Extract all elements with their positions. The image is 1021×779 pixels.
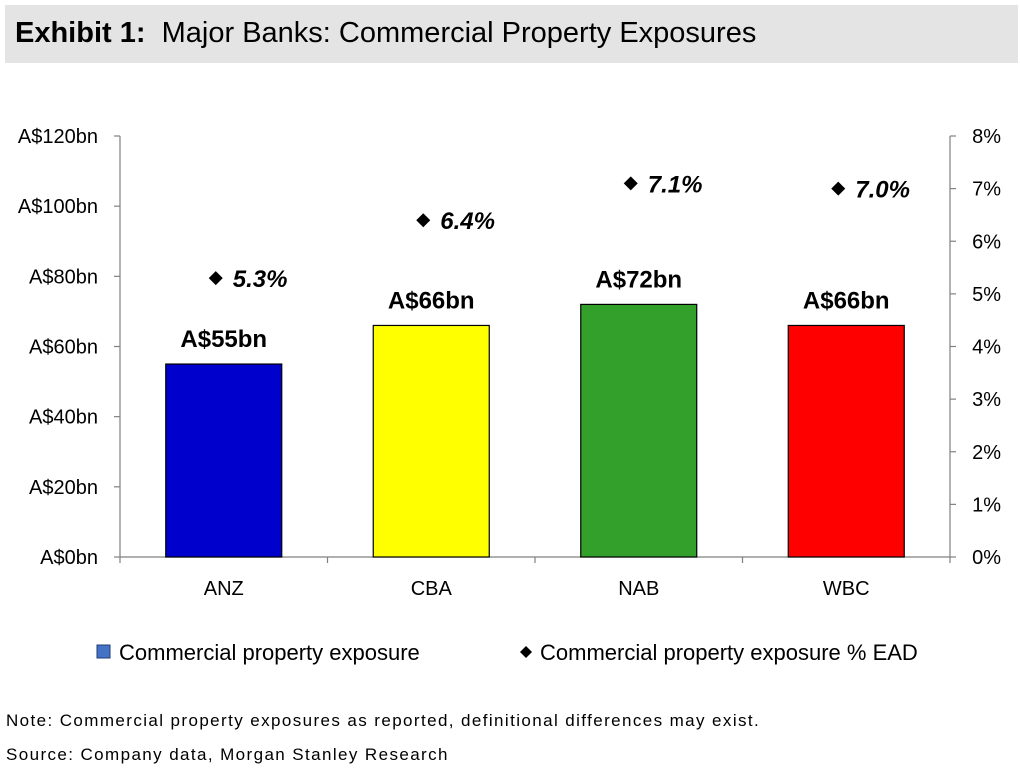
legend-label-pct: Commercial property exposure % EAD: [540, 640, 918, 665]
pct-marker-cba: [416, 213, 431, 228]
x-tick-label: NAB: [618, 578, 659, 600]
pct-marker-nab: [623, 176, 638, 191]
y-right-tick-label: 8%: [972, 126, 1001, 148]
y-left-tick-label: A$60bn: [29, 337, 98, 359]
pct-label-anz: 5.3%: [233, 266, 288, 293]
bar-wbc: [787, 324, 905, 558]
y-right-tick-label: 2%: [972, 442, 1001, 464]
legend-swatch-diamond: [520, 646, 532, 658]
y-left-tick-label: A$20bn: [29, 477, 98, 499]
y-left-tick-label: A$100bn: [18, 196, 98, 218]
y-right-tick-label: 0%: [972, 547, 1001, 569]
bar-label-anz: A$55bn: [180, 326, 267, 353]
x-tick-label: WBC: [823, 578, 870, 600]
y-right-tick-label: 7%: [972, 179, 1001, 201]
x-tick-label: CBA: [411, 578, 453, 600]
legend-swatch-bar: [96, 644, 111, 659]
pct-marker-anz: [208, 271, 223, 286]
exhibit-label: Exhibit 1:: [15, 17, 146, 49]
bar-label-cba: A$66bn: [388, 287, 475, 314]
source-note: Source: Company data, Morgan Stanley Res…: [6, 745, 449, 764]
bar-nab: [580, 303, 698, 558]
pct-label-nab: 7.1%: [648, 171, 703, 198]
y-right-tick-label: 3%: [972, 389, 1001, 411]
chart-title: Exhibit 1: Major Banks: Commercial Prope…: [15, 17, 756, 50]
title-text: Major Banks: Commercial Property Exposur…: [161, 17, 757, 49]
legend-label-bar: Commercial property exposure: [119, 640, 420, 665]
title-bar: Exhibit 1: Major Banks: Commercial Prope…: [5, 5, 1018, 63]
y-left-tick-label: A$0bn: [40, 547, 98, 569]
bar-label-nab: A$72bn: [595, 266, 682, 293]
y-left-tick-label: A$80bn: [29, 266, 98, 288]
y-right-tick-label: 6%: [972, 231, 1001, 253]
y-right-tick-label: 5%: [972, 284, 1001, 306]
bar-label-wbc: A$66bn: [803, 287, 890, 314]
bar-cba: [372, 324, 490, 558]
x-tick-label: ANZ: [204, 578, 244, 600]
pct-label-wbc: 7.0%: [855, 177, 910, 204]
y-right-tick-label: 4%: [972, 337, 1001, 359]
y-left-tick-label: A$40bn: [29, 407, 98, 429]
footnote: Note: Commercial property exposures as r…: [6, 711, 761, 730]
y-right-tick-label: 1%: [972, 494, 1001, 516]
bar-anz: [165, 363, 283, 558]
pct-label-cba: 6.4%: [440, 208, 495, 235]
pct-marker-wbc: [831, 181, 846, 196]
y-left-tick-label: A$120bn: [18, 126, 98, 148]
